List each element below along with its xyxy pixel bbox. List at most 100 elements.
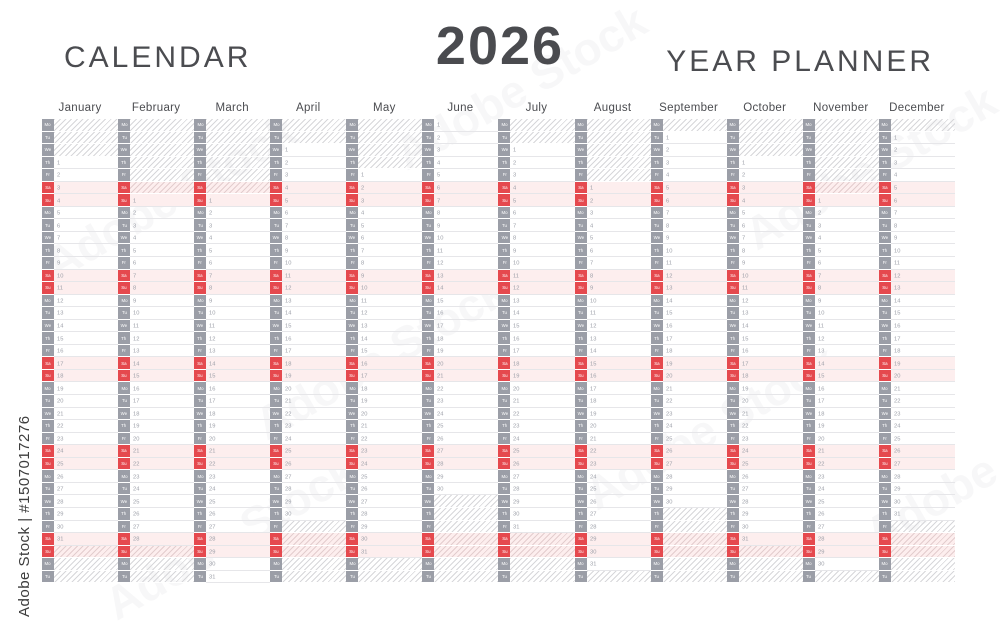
weekday-label: Tu xyxy=(806,486,812,492)
weekday-label-cell: We xyxy=(726,319,739,333)
day-cell: 14 xyxy=(662,295,727,308)
weekday-label: Sa xyxy=(349,272,355,278)
weekday-label-cell: We xyxy=(346,319,359,333)
day-number: 3 xyxy=(57,184,61,191)
day-cell: 13 xyxy=(738,307,803,320)
weekday-label: Tu xyxy=(730,573,736,579)
day-number: 7 xyxy=(665,209,669,216)
weekday-label: Th xyxy=(121,159,127,165)
day-cell: 30 xyxy=(662,495,727,508)
weekday-label-cell: Su xyxy=(194,194,207,207)
day-number: 6 xyxy=(513,209,517,216)
month-column: June Mo Tu We Th Fr Sa Su Mo Tu We Th Fr Sa Su Mo Tu We Th… xyxy=(422,100,499,584)
weekday-label-cell: Fr xyxy=(118,432,131,446)
weekday-label-cell: Fr xyxy=(574,257,587,270)
weekday-label-cell: Tu xyxy=(802,395,815,408)
weekday-label: Su xyxy=(197,373,203,379)
day-number: 9 xyxy=(133,297,137,304)
weekday-label: Mo xyxy=(577,561,584,567)
day-number: 25 xyxy=(285,447,292,455)
weekday-label-cell: Tu xyxy=(42,395,54,408)
weekday-label-cell: Sa xyxy=(270,269,283,283)
weekday-label-cell: Th xyxy=(574,507,587,521)
weekday-label-cell: Su xyxy=(346,545,359,559)
month-body: Mo Tu We Th Fr Sa Su Mo Tu We Th Fr Sa Su Mo Tu We Th Fr Sa… xyxy=(726,119,803,584)
day-cell: 2 xyxy=(434,132,499,145)
day-number: 18 xyxy=(665,347,673,354)
weekday-label: Tu xyxy=(882,222,888,228)
weekday-label-cell: Su xyxy=(726,457,739,471)
month-title: June xyxy=(447,102,474,114)
weekday-label: Th xyxy=(121,247,127,253)
weekday-label: We xyxy=(577,410,584,416)
weekday-label: Fr xyxy=(350,435,355,441)
day-cell: 27 xyxy=(586,508,651,521)
day-number: 24 xyxy=(285,435,292,442)
day-cell: 15 xyxy=(586,357,651,370)
day-cell: 14 xyxy=(130,357,195,370)
day-cell: 31 xyxy=(206,571,271,584)
weekday-label: We xyxy=(44,410,52,416)
weekday-label: Sa xyxy=(501,360,508,366)
day-cell: 25 xyxy=(434,420,499,433)
empty-day-cell xyxy=(890,570,955,584)
weekday-label-cell: Sa xyxy=(726,445,739,458)
weekday-label: Sa xyxy=(730,360,736,366)
weekday-label-cell: Tu xyxy=(650,395,663,408)
day-number: 5 xyxy=(361,221,365,229)
weekday-label: We xyxy=(120,410,128,416)
weekday-label: We xyxy=(577,147,584,153)
weekday-label: Sa xyxy=(806,185,812,190)
day-cell: 17 xyxy=(814,395,879,408)
day-number: 14 xyxy=(361,334,368,342)
weekday-label: Th xyxy=(349,423,355,429)
day-number: 19 xyxy=(209,422,216,430)
day-cell: 18 xyxy=(662,345,727,358)
day-number: 7 xyxy=(589,259,593,267)
day-cell: 28 xyxy=(282,483,347,496)
empty-day-cell xyxy=(738,144,803,157)
weekday-label-cell: Fr xyxy=(194,520,207,534)
day-cell: 15 xyxy=(358,345,423,358)
weekday-label-cell: Sa xyxy=(42,181,54,195)
weekday-label-cell: We xyxy=(422,319,435,333)
weekday-label: Tu xyxy=(882,310,888,316)
month-title: February xyxy=(131,102,181,114)
day-number: 17 xyxy=(133,397,140,405)
weekday-label-cell: We xyxy=(878,144,891,157)
month-body: Mo Tu We Th Fr Sa Su Mo Tu We Th Fr Sa Su Mo Tu We Th Fr Sa… xyxy=(194,119,271,584)
month-column: November Mo Tu We Th Fr Sa Su Mo Tu We Th Fr Sa Su Mo Tu… xyxy=(802,100,879,584)
day-number: 2 xyxy=(589,196,593,204)
day-cell: 15 xyxy=(890,307,955,320)
weekday-label-cell: Tu xyxy=(498,570,511,584)
empty-day-cell xyxy=(814,131,879,145)
weekday-label: Mo xyxy=(349,297,356,303)
weekday-label-cell: Th xyxy=(42,156,54,170)
day-cell: 26 xyxy=(738,470,803,483)
weekday-label: We xyxy=(577,498,584,504)
empty-day-cell xyxy=(282,570,347,584)
empty-day-cell xyxy=(662,119,727,132)
day-cell: 26 xyxy=(358,483,423,496)
weekday-label-cell: Fr xyxy=(270,344,283,358)
day-cell: 31 xyxy=(586,558,651,571)
weekday-label-cell: Mo xyxy=(42,119,54,132)
day-cell: 22 xyxy=(206,457,271,471)
day-cell: 30 xyxy=(282,508,347,521)
weekday-label-cell: We xyxy=(346,144,359,157)
weekday-label-cell: Tu xyxy=(650,307,663,320)
day-cell: 5 xyxy=(130,244,195,258)
day-number: 2 xyxy=(133,209,137,216)
weekday-label: Tu xyxy=(425,222,431,228)
day-cell: 7 xyxy=(282,219,347,232)
weekday-label: Su xyxy=(577,285,584,291)
day-cell: 21 xyxy=(282,395,347,408)
weekday-label-cell: We xyxy=(650,144,663,157)
day-number: 23 xyxy=(589,460,596,467)
weekday-label: Sa xyxy=(425,536,432,542)
day-number: 12 xyxy=(817,334,825,342)
empty-day-cell xyxy=(282,131,347,145)
weekday-label: Fr xyxy=(426,523,431,529)
day-cell: 6 xyxy=(814,257,879,270)
weekday-label: Mo xyxy=(501,297,508,303)
